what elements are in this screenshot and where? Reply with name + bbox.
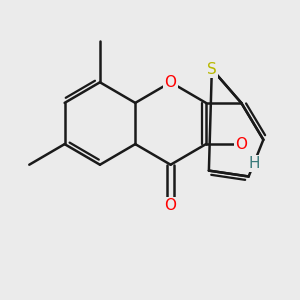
Text: H: H [249, 156, 260, 171]
Text: O: O [165, 75, 177, 90]
Text: S: S [207, 61, 217, 76]
Text: O: O [165, 198, 177, 213]
Text: O: O [235, 136, 247, 152]
